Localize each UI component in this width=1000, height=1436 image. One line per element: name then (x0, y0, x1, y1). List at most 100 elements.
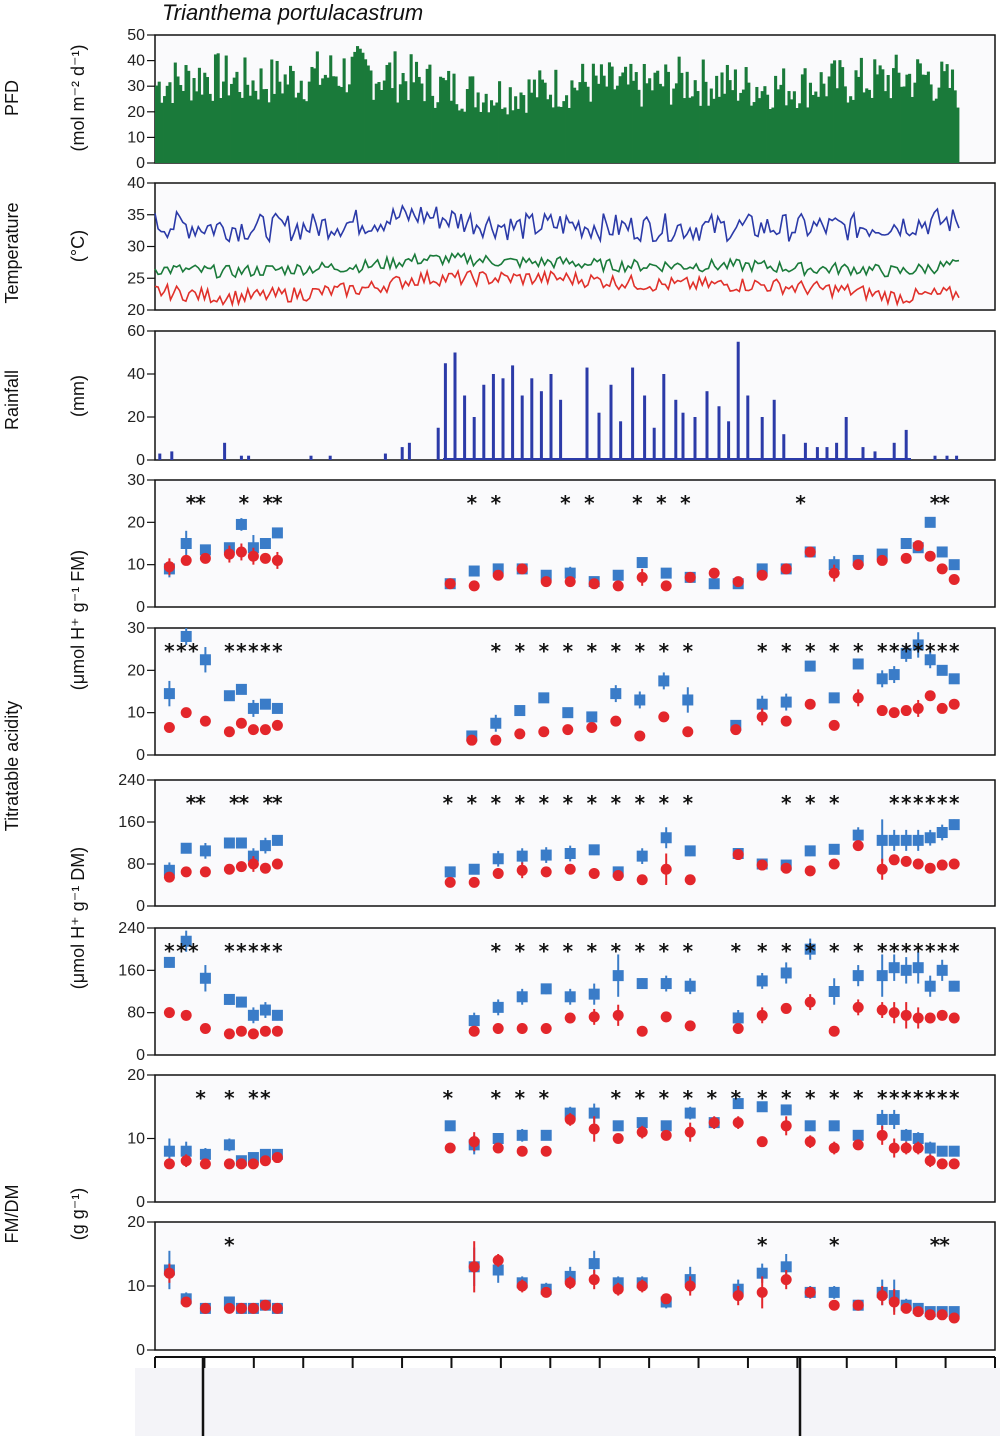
significance-star: * (805, 1086, 816, 1110)
pfd-bar (749, 105, 754, 163)
pfd-bar (227, 95, 231, 163)
significance-star: * (877, 1086, 888, 1110)
significance-star: * (757, 1233, 768, 1257)
data-point-square (804, 660, 816, 672)
data-point-square (199, 972, 211, 984)
data-point-circle (271, 858, 283, 870)
data-point-circle (259, 1025, 271, 1037)
rain-bar (400, 447, 404, 460)
pfd-bar (816, 96, 821, 163)
significance-star: * (195, 1086, 206, 1110)
data-point-circle (852, 1001, 864, 1013)
data-point-circle (259, 724, 271, 736)
pfd-bar (583, 81, 587, 163)
data-point-circle (852, 692, 864, 704)
pfd-bar (784, 105, 788, 163)
y-tick-label: 30 (127, 472, 145, 489)
pfd-bar (669, 104, 673, 163)
pfd-bar (192, 78, 196, 163)
pfd-bar (570, 80, 574, 163)
significance-star: * (176, 639, 187, 663)
pfd-bar (254, 90, 258, 163)
pfd-bar (894, 54, 898, 163)
data-point-circle (684, 874, 696, 886)
pfd-bar (457, 110, 461, 163)
data-point-square (540, 849, 552, 861)
significance-star: * (829, 1233, 840, 1257)
significance-star: * (611, 1086, 622, 1110)
data-point-circle (516, 563, 528, 575)
significance-star: * (164, 639, 175, 663)
pfd-bar (693, 80, 697, 163)
data-point-circle (876, 705, 888, 717)
data-point-circle (199, 866, 211, 878)
pfd-units: (mol m⁻² d⁻¹) (68, 45, 88, 152)
pfd-bar (763, 86, 767, 163)
pfd-bar (704, 81, 708, 163)
pfd-bar (337, 85, 341, 163)
pfd-bar (232, 77, 236, 163)
data-point-circle (876, 554, 888, 566)
data-point-square (540, 983, 552, 995)
data-point-square (271, 527, 283, 539)
data-point-circle (756, 1009, 768, 1021)
pfd-bar (629, 63, 633, 163)
pfd-bar (211, 100, 215, 163)
significance-star: * (656, 491, 667, 515)
data-point-circle (468, 1136, 480, 1148)
data-point-square (636, 557, 648, 569)
pfd-bar (897, 72, 901, 163)
data-point-circle (564, 1277, 576, 1289)
pfd-bar (155, 85, 159, 163)
pfd-bar (358, 48, 362, 163)
data-point-circle (756, 711, 768, 723)
data-point-square (468, 863, 480, 875)
significance-star: * (683, 939, 694, 963)
pfd-bar (680, 72, 684, 163)
data-point-square (564, 848, 576, 859)
data-point-square (247, 1009, 259, 1021)
pfd-bar (744, 67, 748, 163)
pfd-bar (830, 63, 834, 163)
x-axis-backdrop (135, 1368, 1000, 1436)
data-point-circle (564, 863, 576, 875)
data-point-circle (516, 1280, 528, 1292)
pfd-bar (195, 91, 199, 163)
data-point-circle (732, 1117, 744, 1129)
rain-bar (463, 395, 467, 460)
pfd-bar (645, 83, 649, 163)
pfd-bar (401, 72, 405, 163)
significance-star: * (236, 939, 247, 963)
rain-bar (501, 378, 505, 460)
rain-bar (609, 384, 613, 460)
significance-star: * (539, 939, 550, 963)
pfd-bar (835, 88, 839, 163)
y-tick-label: 40 (127, 366, 145, 383)
pfd-bar (932, 100, 936, 163)
data-point-square (924, 980, 936, 992)
data-point-circle (199, 715, 211, 727)
pfd-bar (800, 74, 804, 163)
data-point-square (756, 563, 768, 575)
data-point-square (259, 840, 271, 852)
pfd-bar (157, 81, 161, 163)
pfd-bar (900, 86, 904, 163)
pfd-bar (551, 107, 555, 163)
data-point-circle (828, 1025, 840, 1037)
pfd-bar (345, 92, 349, 163)
data-point-square (684, 845, 696, 857)
pfd-bar (760, 91, 764, 163)
significance-star: * (937, 1086, 948, 1110)
data-point-square (828, 986, 840, 997)
data-point-circle (247, 1158, 259, 1170)
significance-star: * (539, 639, 550, 663)
data-point-circle (658, 711, 670, 723)
y-tick-label: 240 (118, 772, 145, 789)
y-tick-label: 10 (127, 1278, 145, 1295)
significance-star: * (186, 791, 197, 815)
pfd-bar (205, 77, 209, 163)
data-point-circle (223, 726, 235, 738)
pfd-bar (396, 102, 400, 163)
significance-star: * (224, 1233, 235, 1257)
